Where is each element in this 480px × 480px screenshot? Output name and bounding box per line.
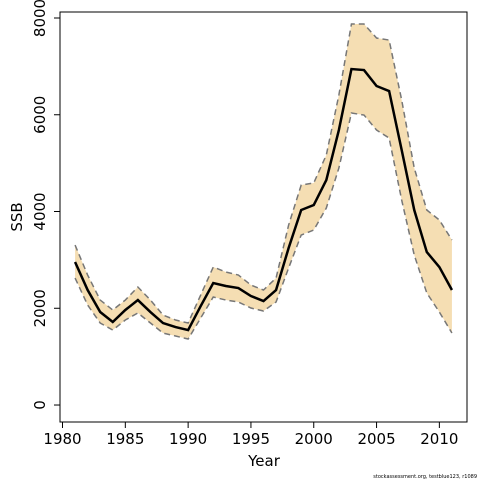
y-tick-label: 8000 [31,0,49,37]
estimate-line [73,67,454,332]
y-tick-label: 2000 [31,289,49,327]
footnote: stockassessment.org, testblue123, r1089 [373,474,477,480]
lower-bound [74,112,453,340]
confidence-band [75,24,452,340]
y-axis-label: SSB [8,202,26,231]
x-tick-label: 2010 [420,430,458,448]
x-tick-label: 2005 [357,430,395,448]
x-tick-label: 1990 [169,430,207,448]
x-tick-label: 1980 [43,430,81,448]
x-axis-label: Year [247,452,281,470]
y-tick-label: 0 [31,400,49,410]
y-tick-label: 6000 [31,96,49,134]
x-tick-label: 1985 [106,430,144,448]
x-tick-label: 2000 [295,430,333,448]
x-tick-label: 1995 [232,430,270,448]
y-tick-label: 4000 [31,192,49,230]
plot-frame [59,11,468,423]
upper-bound [74,23,453,324]
